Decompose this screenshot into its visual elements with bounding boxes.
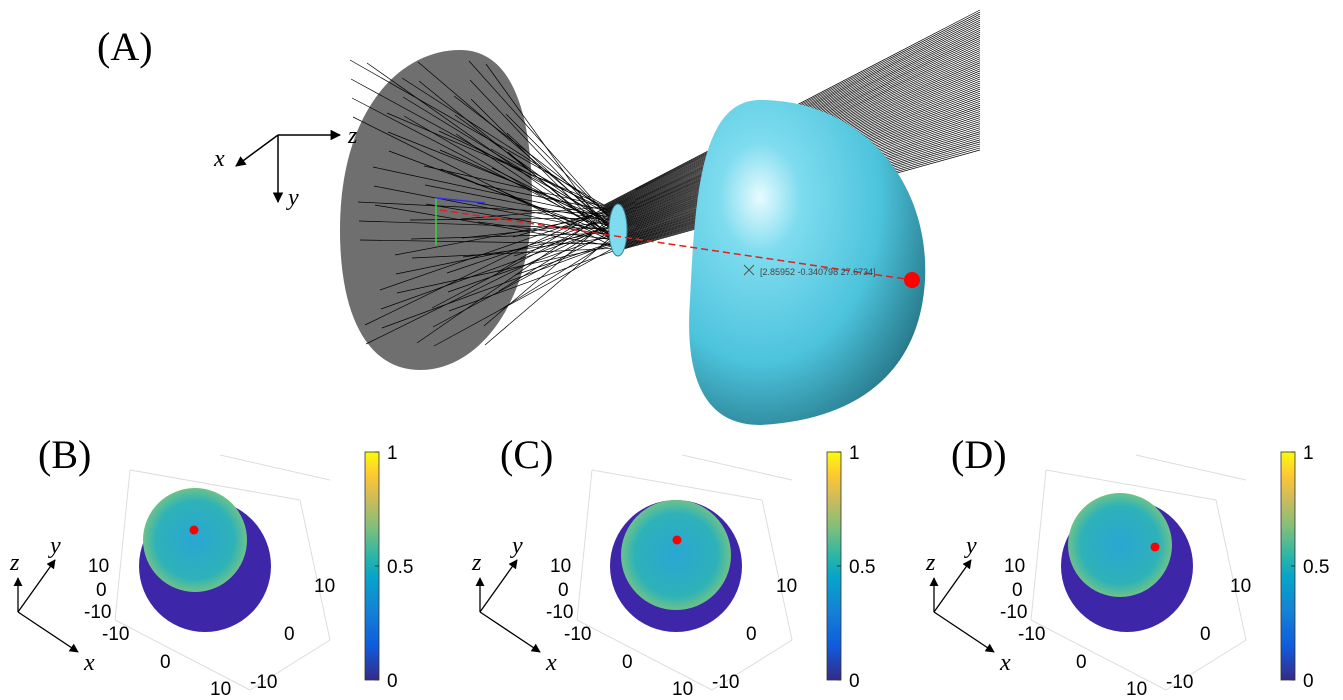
wireframe (115, 470, 130, 620)
target-point (1151, 543, 1160, 552)
axis-label: y (510, 533, 523, 559)
target-point (673, 536, 682, 545)
colorbar-tick-label: 0 (849, 671, 860, 692)
axis-arrow (934, 612, 994, 652)
tick-label: 10 (776, 576, 797, 597)
wireframe (300, 500, 330, 640)
tick-label: 10 (1230, 576, 1251, 597)
axis-label: x (545, 650, 557, 676)
tick-label: 10 (1004, 556, 1025, 577)
hemisphere (689, 100, 925, 425)
axis-arrow (480, 612, 540, 652)
coordinate-annotation: [2.85952 -0.340798 27.6734] (760, 267, 876, 277)
target-point (190, 526, 199, 535)
tick-label: -10 (564, 624, 591, 645)
colorbar-tick-label: 1 (1303, 443, 1314, 464)
axis-label: z (471, 550, 482, 576)
axis-label: x (213, 146, 225, 172)
axis-arrow (480, 560, 517, 612)
axis-label: z (9, 550, 20, 576)
panel-label: (A) (97, 24, 153, 69)
tick-label: 0 (558, 580, 569, 601)
tick-label: -10 (102, 624, 129, 645)
tick-label: -10 (712, 672, 739, 693)
axis-label: x (83, 650, 95, 676)
page: {"panels": [ {"label": "(A)", "axes": {"… (0, 0, 1343, 700)
colorbar-tick-label: 0 (387, 671, 398, 692)
tick-label: -10 (1000, 602, 1027, 623)
wireframe (762, 500, 792, 640)
target-point (904, 272, 920, 288)
panel-label: (B) (38, 432, 91, 477)
tick-label: 10 (672, 679, 693, 700)
axis-label: y (964, 533, 977, 559)
wireframe (592, 470, 762, 500)
colorbar-tick-label: 1 (849, 443, 860, 464)
colorbar-tick-label: 0 (1303, 671, 1314, 692)
tick-label: 0 (1200, 624, 1211, 645)
axis-arrow (236, 135, 278, 166)
tick-label: 10 (1126, 679, 1147, 700)
tick-label: 0 (746, 624, 757, 645)
figure: [2.85952 -0.340798 27.6734] (A) z y x (B… (0, 0, 1343, 700)
illuminated-region (143, 488, 247, 592)
panel-a: [2.85952 -0.340798 27.6734] (A) z y x (97, 10, 980, 425)
panel-label: (C) (500, 432, 553, 477)
wireframe (1031, 470, 1046, 620)
tick-label: 10 (314, 576, 335, 597)
axis-label: x (999, 650, 1011, 676)
tick-label: 0 (1012, 580, 1023, 601)
tick-label: 10 (550, 556, 571, 577)
axis-arrow (18, 560, 55, 612)
tick-label: 0 (1076, 652, 1087, 673)
tick-label: 0 (160, 652, 171, 673)
axis-arrow (934, 560, 971, 612)
colorbar-tick-label: 0.5 (387, 557, 413, 578)
axis-label: z (925, 550, 936, 576)
tick-label: 0 (96, 580, 107, 601)
colorbar-tick-label: 0.5 (1303, 557, 1329, 578)
wireframe (220, 455, 330, 480)
tick-label: -10 (546, 602, 573, 623)
tick-label: -10 (84, 602, 111, 623)
axis-label: z (347, 123, 358, 149)
axis-label: y (48, 533, 61, 559)
tick-label: 0 (622, 652, 633, 673)
lens (609, 204, 627, 256)
colorbar-tick-label: 0.5 (849, 557, 875, 578)
tick-label: -10 (250, 672, 277, 693)
axis-arrow (18, 612, 78, 652)
tick-label: -10 (1166, 672, 1193, 693)
tick-label: -10 (1018, 624, 1045, 645)
wireframe (682, 455, 792, 480)
axis-label: y (286, 185, 299, 211)
tick-label: 0 (284, 624, 295, 645)
wireframe (1136, 455, 1246, 480)
illuminated-region (621, 500, 731, 610)
colorbar-tick-label: 1 (387, 443, 398, 464)
wireframe (1216, 500, 1246, 640)
tick-label: 10 (88, 556, 109, 577)
wireframe (577, 470, 592, 620)
tick-label: 10 (210, 679, 231, 700)
panel-label: (D) (951, 432, 1007, 477)
